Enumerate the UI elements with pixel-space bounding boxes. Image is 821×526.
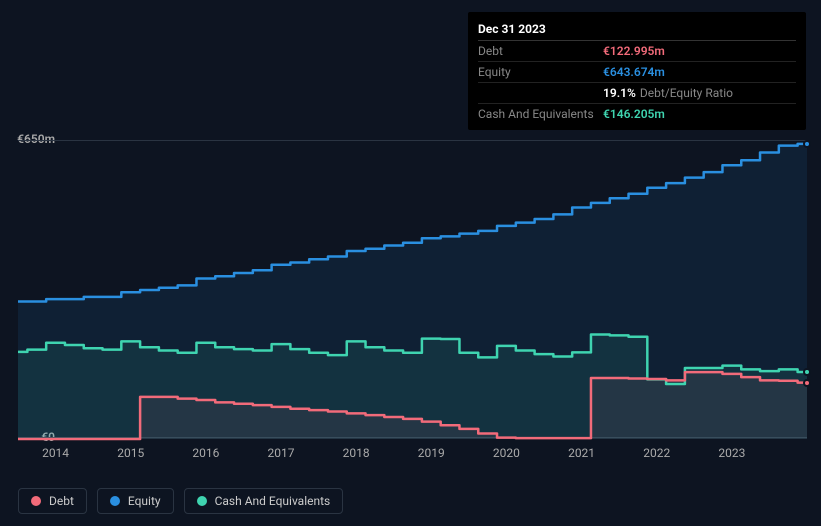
tooltip-row: Debt€122.995m bbox=[478, 41, 796, 62]
tooltip-value: €146.205m bbox=[603, 107, 665, 121]
tooltip-label bbox=[478, 86, 603, 100]
legend-item-debt[interactable]: Debt bbox=[18, 488, 87, 514]
x-axis-label: 2018 bbox=[343, 446, 370, 460]
legend-label: Cash And Equivalents bbox=[215, 494, 331, 508]
x-axis-label: 2023 bbox=[718, 446, 745, 460]
tooltip-panel: Dec 31 2023 Debt€122.995mEquity€643.674m… bbox=[468, 12, 806, 130]
x-axis-label: 2021 bbox=[568, 446, 595, 460]
x-axis-label: 2017 bbox=[268, 446, 295, 460]
x-axis-label: 2019 bbox=[418, 446, 445, 460]
legend-dot bbox=[197, 496, 207, 506]
debt-end-marker bbox=[803, 379, 811, 387]
cash-end-marker bbox=[803, 368, 811, 376]
tooltip-label: Debt bbox=[478, 44, 603, 58]
legend-label: Debt bbox=[49, 494, 74, 508]
tooltip-date: Dec 31 2023 bbox=[478, 18, 796, 41]
x-axis-label: 2014 bbox=[42, 446, 69, 460]
tooltip-value: 19.1%Debt/Equity Ratio bbox=[603, 86, 733, 100]
equity-end-marker bbox=[803, 140, 811, 148]
tooltip-label: Equity bbox=[478, 65, 603, 79]
x-axis-label: 2022 bbox=[643, 446, 670, 460]
tooltip-value: €643.674m bbox=[603, 65, 665, 79]
tooltip-row: Equity€643.674m bbox=[478, 62, 796, 83]
legend-label: Equity bbox=[128, 494, 161, 508]
x-axis-label: 2015 bbox=[117, 446, 144, 460]
legend: Debt Equity Cash And Equivalents bbox=[18, 488, 343, 514]
plot-area[interactable] bbox=[18, 140, 807, 438]
x-axis-label: 2016 bbox=[192, 446, 219, 460]
legend-dot bbox=[31, 496, 41, 506]
legend-item-equity[interactable]: Equity bbox=[97, 488, 174, 514]
tooltip-value: €122.995m bbox=[603, 44, 665, 58]
tooltip-extra: Debt/Equity Ratio bbox=[640, 86, 733, 100]
tooltip-row: Cash And Equivalents€146.205m bbox=[478, 104, 796, 124]
tooltip-row: 19.1%Debt/Equity Ratio bbox=[478, 83, 796, 104]
tooltip-label: Cash And Equivalents bbox=[478, 107, 603, 121]
legend-dot bbox=[110, 496, 120, 506]
legend-item-cash-and-equivalents[interactable]: Cash And Equivalents bbox=[184, 488, 344, 514]
x-axis-label: 2020 bbox=[493, 446, 520, 460]
